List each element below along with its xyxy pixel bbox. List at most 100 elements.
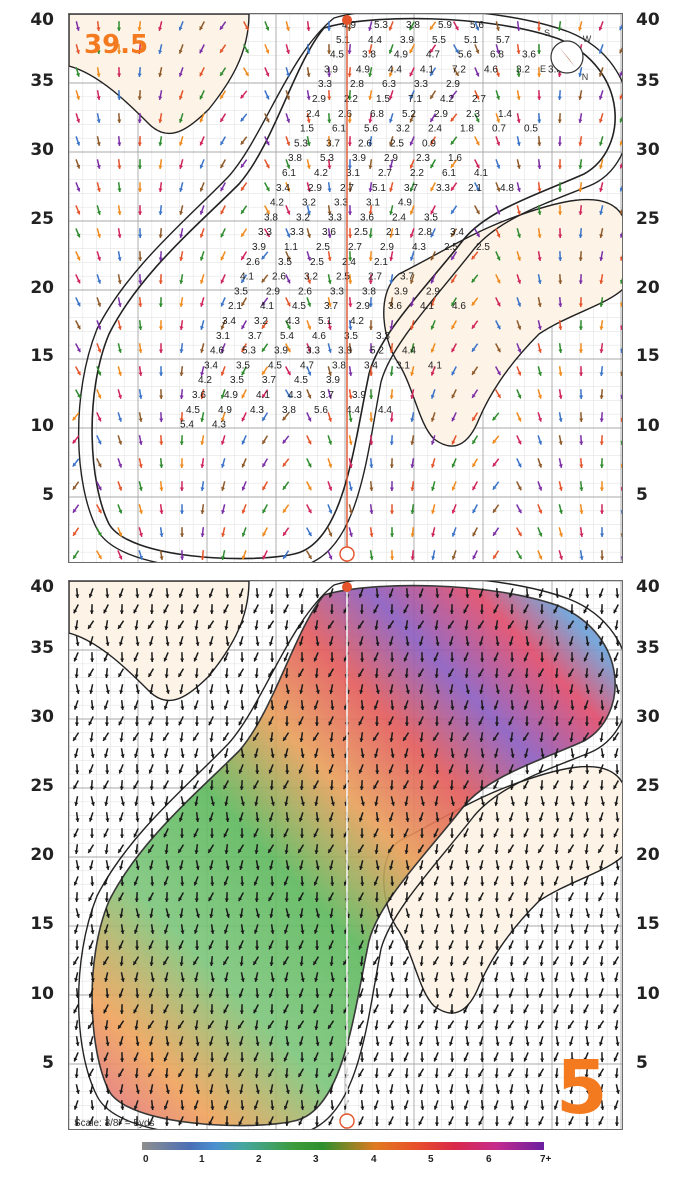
slope-arrow-head (241, 325, 246, 330)
slope-arrow-head (619, 118, 622, 123)
slope-arrow-head (524, 1074, 529, 1078)
slope-arrow-head (523, 705, 528, 710)
slope-arrow-head (554, 1122, 559, 1126)
slope-arrow-head (133, 705, 138, 710)
slope-arrow-head (284, 674, 289, 678)
slope-arrow-head (209, 914, 214, 918)
slope-arrow-head (220, 71, 224, 76)
slope-arrow-head (149, 914, 154, 918)
slope-arrow-head (388, 593, 393, 598)
slope-arrow-head (328, 509, 333, 514)
slope-arrow-head (194, 722, 199, 726)
slope-arrow-head (239, 610, 244, 614)
slope-arrow-head (194, 850, 199, 854)
compass-label: N (582, 72, 589, 82)
slope-arrow-head (164, 1026, 169, 1030)
slope-arrow-head (307, 325, 312, 330)
slope-arrow-head (598, 624, 602, 629)
slope-arrow-head (239, 1010, 244, 1014)
slope-arrow-head (615, 1090, 620, 1094)
slope-arrow-head (538, 1073, 542, 1078)
slope-arrow-head (448, 769, 453, 774)
slope-value: 4.7 (300, 360, 314, 371)
slope-arrow-head (165, 770, 170, 774)
slope-arrow-head (449, 786, 454, 790)
slope-arrow-head (210, 658, 215, 662)
slope-value: 2.3 (466, 109, 480, 120)
slope-arrow-head (492, 416, 497, 421)
slope-arrow-head (98, 555, 102, 560)
slope-arrow-head (158, 96, 163, 100)
slope-arrow-head (430, 325, 435, 330)
slope-arrow-head (615, 690, 620, 694)
slope-arrow-head (403, 657, 408, 662)
slope-arrow-head (223, 833, 228, 838)
slope-value: 4.1 (420, 64, 434, 75)
slope-arrow-head (390, 754, 395, 758)
slope-value: 4.1 (420, 301, 434, 312)
slope-arrow-head (479, 914, 484, 918)
slope-arrow-head (220, 394, 225, 399)
slope-arrow-head (220, 94, 224, 99)
slope-arrow-head (105, 1090, 110, 1094)
slope-arrow-head (433, 657, 438, 662)
slope-arrow-head (238, 1024, 242, 1029)
slope-arrow-head (195, 770, 200, 774)
slope-arrow-head (524, 626, 529, 630)
sand-bunker-right (383, 198, 622, 447)
slope-arrow-head (298, 993, 303, 998)
slope-arrow-head (420, 706, 425, 710)
slope-arrow-head (619, 233, 622, 238)
y-tick-label: 25 (636, 209, 660, 229)
slope-arrow-head (178, 945, 183, 950)
slope-arrow-head (369, 418, 374, 422)
slope-arrow-head (568, 1073, 572, 1078)
slope-arrow-head (516, 187, 521, 192)
slope-arrow-head (286, 256, 291, 261)
slope-arrow-head (210, 754, 215, 758)
green-heat-fill (91, 584, 616, 1127)
slope-arrow-head (314, 753, 319, 758)
slope-arrow-head (117, 257, 122, 261)
slope-value: 2.5 (336, 272, 350, 283)
slope-arrow-head (525, 946, 530, 950)
slope-value: 5.1 (372, 183, 386, 194)
slope-arrow-head (89, 1090, 94, 1094)
slope-arrow-head (164, 978, 169, 982)
slope-arrow-head (238, 721, 243, 726)
slope-arrow-head (433, 1057, 438, 1062)
slope-arrow-head (524, 674, 529, 678)
slope-arrow-head (194, 626, 199, 630)
slope-arrow-head (368, 119, 373, 123)
slope-arrow-head (268, 1024, 272, 1029)
slope-arrow-head (389, 441, 394, 445)
slope-arrow-head (254, 674, 259, 678)
slope-arrow-head (419, 690, 424, 694)
slope-arrow-head (330, 882, 335, 886)
slope-arrow-head (282, 439, 287, 444)
slope-arrow-head (150, 706, 155, 710)
slope-arrow-head (329, 1041, 333, 1046)
slope-arrow-head (613, 785, 618, 790)
slope-arrow-head (359, 641, 363, 646)
slope-arrow-head (388, 118, 393, 123)
slope-arrow-head (478, 945, 483, 950)
slope-arrow-head (369, 464, 374, 468)
slope-arrow-head (600, 706, 605, 710)
slope-arrow-head (200, 325, 205, 330)
slope-arrow-head (76, 325, 81, 330)
slope-arrow-head (419, 1041, 423, 1046)
slope-arrow-head (434, 753, 439, 758)
slope-value: 0.5 (524, 124, 538, 135)
slope-values: 4.9 5.3 3.8 5.9 5.65.1 4.4 3.9 5.5 5.1 5.74.5 3.8 4… (180, 20, 562, 431)
slope-arrow-head (615, 1042, 620, 1046)
slope-arrow-head (163, 609, 168, 614)
slope-arrow-head (210, 801, 215, 806)
slope-arrow-head (435, 913, 440, 918)
slope-arrow-head (517, 394, 522, 399)
slope-arrow-head (224, 898, 229, 902)
slope-map-panel: 4.9 5.3 3.8 5.9 5.6 5.1 4.4 3.9 5.5 5.1 5.7 4.5 3.8 4… (68, 13, 623, 563)
slope-arrow-head (97, 256, 102, 261)
slope-arrow-head (494, 850, 499, 854)
slope-arrow-head (374, 753, 379, 758)
